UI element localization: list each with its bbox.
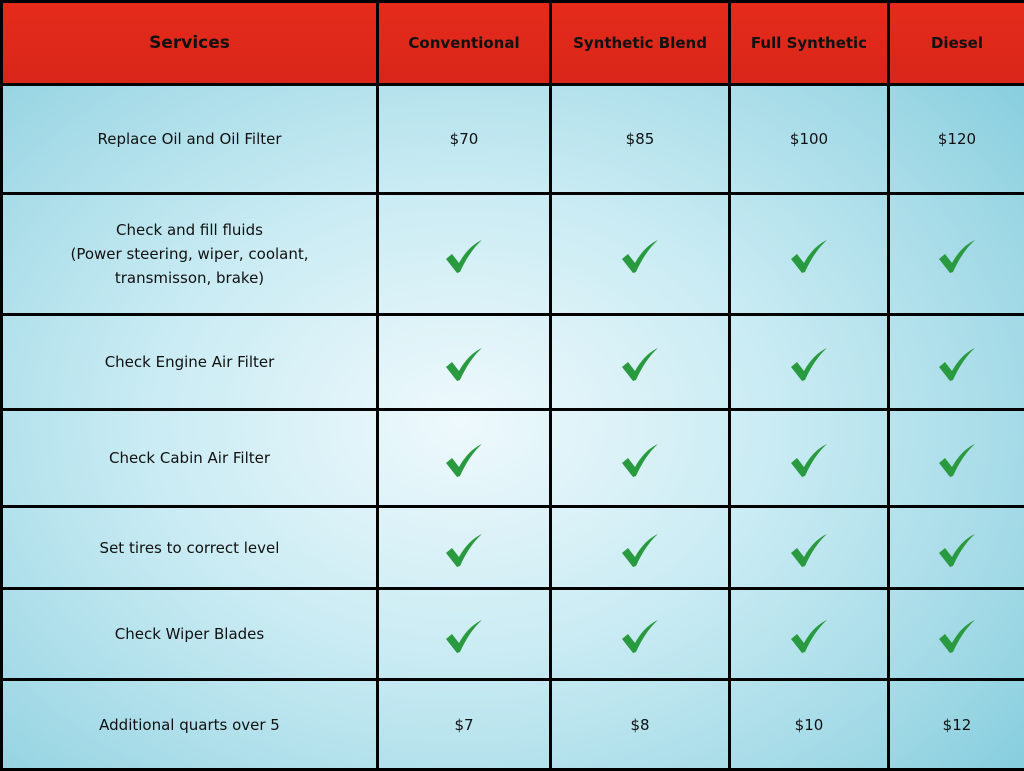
service-name: Check Engine Air Filter: [2, 315, 378, 410]
table-row: Check Engine Air Filter: [2, 315, 1024, 410]
included-cell: [730, 507, 889, 589]
price-cell: $12: [889, 680, 1024, 770]
check-icon: [444, 465, 484, 483]
included-cell: [378, 589, 551, 680]
included-cell: [889, 315, 1024, 410]
included-cell: [378, 507, 551, 589]
services-header: Services: [2, 2, 378, 85]
check-icon: [789, 555, 829, 573]
included-cell: [730, 194, 889, 315]
table-row: Set tires to correct level: [2, 507, 1024, 589]
check-icon: [444, 369, 484, 387]
included-cell: [551, 507, 730, 589]
service-line: Check Cabin Air Filter: [3, 446, 376, 470]
included-cell: [889, 410, 1024, 507]
price-cell: $7: [378, 680, 551, 770]
check-icon: [620, 555, 660, 573]
check-icon: [789, 465, 829, 483]
included-cell: [730, 589, 889, 680]
service-name: Replace Oil and Oil Filter: [2, 85, 378, 194]
diesel-header: Diesel: [889, 2, 1024, 85]
included-cell: [378, 194, 551, 315]
price-cell: $85: [551, 85, 730, 194]
service-name: Check and fill fluids(Power steering, wi…: [2, 194, 378, 315]
header-row: Services Conventional Synthetic Blend Fu…: [2, 2, 1024, 85]
check-icon: [937, 555, 977, 573]
service-line: (Power steering, wiper, coolant,: [3, 242, 376, 266]
included-cell: [889, 507, 1024, 589]
price-cell: $10: [730, 680, 889, 770]
service-line: Check Wiper Blades: [3, 622, 376, 646]
check-icon: [444, 261, 484, 279]
service-line: Replace Oil and Oil Filter: [3, 127, 376, 151]
price-cell: $100: [730, 85, 889, 194]
check-icon: [937, 261, 977, 279]
table-row: Additional quarts over 5$7$8$10$12: [2, 680, 1024, 770]
check-icon: [789, 369, 829, 387]
check-icon: [620, 465, 660, 483]
price-cell: $8: [551, 680, 730, 770]
service-line: Check and fill fluids: [3, 218, 376, 242]
check-icon: [789, 641, 829, 659]
table-row: Check Wiper Blades: [2, 589, 1024, 680]
check-icon: [444, 641, 484, 659]
check-icon: [620, 641, 660, 659]
check-icon: [937, 641, 977, 659]
price-cell: $70: [378, 85, 551, 194]
service-name: Check Cabin Air Filter: [2, 410, 378, 507]
service-line: transmisson, brake): [3, 266, 376, 290]
service-line: Check Engine Air Filter: [3, 350, 376, 374]
check-icon: [444, 555, 484, 573]
included-cell: [551, 410, 730, 507]
check-icon: [789, 261, 829, 279]
included-cell: [889, 194, 1024, 315]
included-cell: [378, 315, 551, 410]
included-cell: [378, 410, 551, 507]
service-name: Check Wiper Blades: [2, 589, 378, 680]
included-cell: [551, 589, 730, 680]
conventional-header: Conventional: [378, 2, 551, 85]
included-cell: [730, 410, 889, 507]
service-line: Set tires to correct level: [3, 536, 376, 560]
included-cell: [551, 194, 730, 315]
service-name: Set tires to correct level: [2, 507, 378, 589]
price-cell: $120: [889, 85, 1024, 194]
table-row: Replace Oil and Oil Filter$70$85$100$120: [2, 85, 1024, 194]
included-cell: [889, 589, 1024, 680]
synthetic-blend-header: Synthetic Blend: [551, 2, 730, 85]
check-icon: [620, 369, 660, 387]
check-icon: [937, 369, 977, 387]
service-name: Additional quarts over 5: [2, 680, 378, 770]
full-synthetic-header: Full Synthetic: [730, 2, 889, 85]
check-icon: [620, 261, 660, 279]
table-row: Check and fill fluids(Power steering, wi…: [2, 194, 1024, 315]
included-cell: [730, 315, 889, 410]
check-icon: [937, 465, 977, 483]
included-cell: [551, 315, 730, 410]
table-row: Check Cabin Air Filter: [2, 410, 1024, 507]
service-line: Additional quarts over 5: [3, 713, 376, 737]
